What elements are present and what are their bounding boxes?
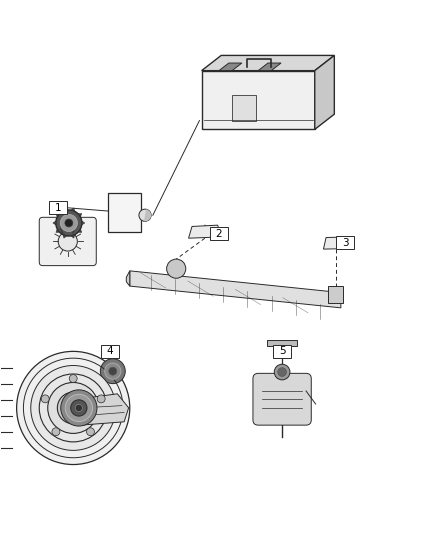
Polygon shape: [71, 235, 75, 238]
FancyBboxPatch shape: [267, 340, 297, 346]
Text: 5: 5: [279, 346, 286, 357]
Circle shape: [278, 368, 286, 376]
FancyBboxPatch shape: [328, 286, 343, 303]
FancyBboxPatch shape: [201, 71, 315, 130]
FancyBboxPatch shape: [39, 217, 96, 265]
Polygon shape: [78, 214, 82, 217]
Polygon shape: [201, 55, 334, 71]
Text: 4: 4: [107, 346, 113, 357]
Circle shape: [109, 367, 117, 375]
Polygon shape: [53, 221, 56, 225]
Circle shape: [57, 392, 89, 424]
FancyBboxPatch shape: [253, 373, 311, 425]
Circle shape: [52, 428, 60, 435]
Circle shape: [58, 232, 78, 251]
Circle shape: [60, 214, 78, 231]
Polygon shape: [82, 221, 85, 225]
Circle shape: [69, 375, 77, 383]
FancyBboxPatch shape: [210, 228, 228, 240]
Polygon shape: [63, 235, 67, 238]
FancyBboxPatch shape: [49, 201, 67, 214]
Polygon shape: [56, 214, 60, 217]
Polygon shape: [315, 55, 334, 130]
Polygon shape: [188, 225, 221, 238]
Circle shape: [61, 390, 97, 426]
FancyBboxPatch shape: [108, 192, 141, 232]
Circle shape: [97, 395, 105, 403]
Wedge shape: [144, 209, 151, 221]
Text: 1: 1: [55, 203, 61, 213]
Circle shape: [274, 364, 290, 380]
Polygon shape: [63, 208, 67, 211]
Circle shape: [48, 383, 99, 433]
Circle shape: [31, 366, 116, 450]
Text: 3: 3: [342, 238, 349, 247]
FancyBboxPatch shape: [273, 345, 291, 358]
FancyBboxPatch shape: [336, 236, 354, 249]
Polygon shape: [78, 229, 82, 232]
Circle shape: [100, 359, 125, 384]
Circle shape: [56, 210, 82, 236]
Polygon shape: [323, 237, 354, 249]
Circle shape: [166, 259, 186, 278]
Polygon shape: [71, 208, 75, 211]
Circle shape: [65, 219, 73, 227]
Polygon shape: [83, 394, 129, 425]
Circle shape: [17, 351, 130, 465]
FancyBboxPatch shape: [232, 94, 256, 120]
Circle shape: [71, 400, 87, 416]
Polygon shape: [258, 63, 281, 71]
FancyBboxPatch shape: [101, 345, 119, 358]
Circle shape: [105, 363, 121, 379]
Circle shape: [41, 395, 49, 403]
Circle shape: [65, 394, 92, 422]
Circle shape: [75, 405, 82, 411]
Polygon shape: [130, 271, 341, 308]
Circle shape: [87, 428, 95, 435]
Text: 2: 2: [215, 229, 223, 239]
Polygon shape: [56, 229, 60, 232]
Polygon shape: [126, 271, 130, 286]
Circle shape: [139, 209, 151, 221]
Polygon shape: [219, 63, 242, 71]
